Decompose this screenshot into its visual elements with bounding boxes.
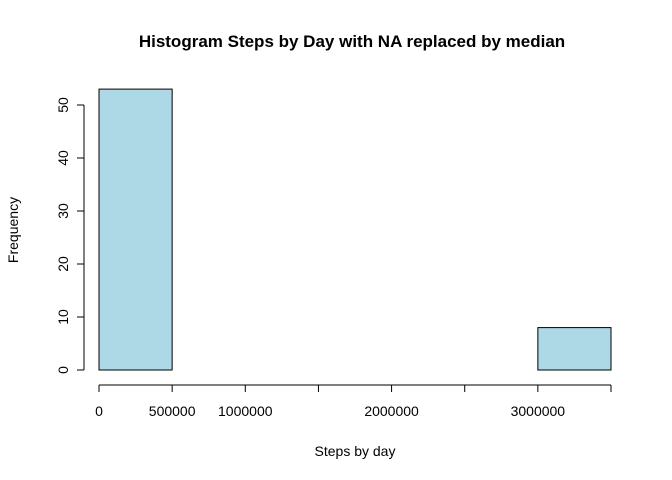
x-axis: 0 500000 1000000 2000000 3000000 — [95, 384, 612, 419]
x-tick-label-3: 2000000 — [364, 403, 419, 419]
x-tick-label-2: 1000000 — [218, 403, 273, 419]
y-tick-label-4: 40 — [55, 150, 71, 166]
histogram-bar-6 — [537, 327, 612, 371]
y-tick-label-0: 0 — [55, 366, 71, 374]
y-tick-label-1: 10 — [55, 309, 71, 325]
y-axis-label: Frequency — [5, 197, 21, 263]
histogram-bar-0 — [98, 88, 173, 371]
chart-title: Histogram Steps by Day with NA replaced … — [139, 32, 565, 51]
x-tick-label-1: 500000 — [149, 403, 196, 419]
x-tick-label-0: 0 — [95, 403, 103, 419]
y-tick-label-3: 30 — [55, 203, 71, 219]
x-tick-label-4: 3000000 — [511, 403, 566, 419]
y-axis: 0 10 20 30 40 50 — [55, 97, 85, 374]
bars-group — [98, 88, 612, 371]
y-tick-label-5: 50 — [55, 97, 71, 113]
x-axis-label: Steps by day — [315, 443, 396, 459]
y-tick-label-2: 20 — [55, 256, 71, 272]
